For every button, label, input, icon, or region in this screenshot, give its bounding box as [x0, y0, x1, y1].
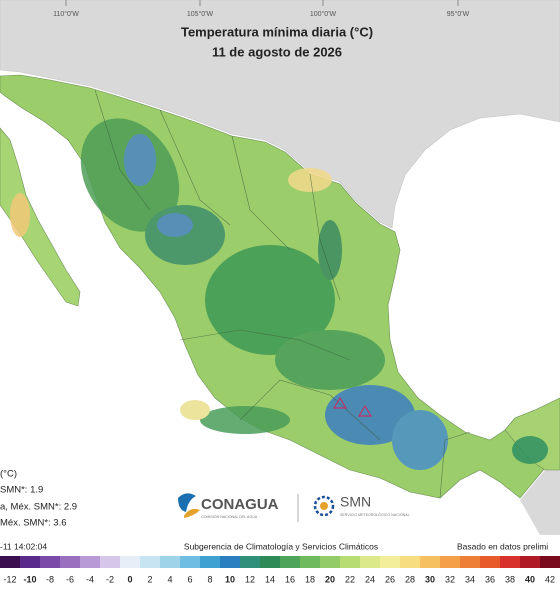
colorbar-label: 36 [485, 574, 495, 584]
footer-credit: Subgerencia de Climatología y Servicios … [184, 541, 378, 551]
colorbar-swatch [480, 556, 501, 568]
temperature-patterns [10, 118, 548, 470]
footer-band [0, 538, 560, 600]
colorbar-label: 26 [385, 574, 395, 584]
colorbar-swatch [140, 556, 161, 568]
colorbar-swatch [400, 556, 421, 568]
colorbar-label: -12 [3, 574, 16, 584]
colorbar-label: 28 [405, 574, 415, 584]
colorbar-swatch [300, 556, 321, 568]
colorbar-swatch [540, 556, 560, 568]
colorbar-swatch [360, 556, 381, 568]
colorbar-label: -8 [46, 574, 54, 584]
smn-subtitle: SERVICIO METEOROLÓGICO NACIONAL [340, 512, 410, 517]
smn-logo: SMN SERVICIO METEOROLÓGICO NACIONAL [313, 494, 410, 517]
colorbar-swatch [160, 556, 181, 568]
timestamp: -11 14:02:04 [0, 541, 47, 551]
central-america-land [520, 470, 560, 535]
colorbar-swatch [80, 556, 101, 568]
colorbar-swatch [100, 556, 121, 568]
map-subtitle: 11 de agosto de 2026 [212, 44, 342, 59]
colorbar-swatch [340, 556, 361, 568]
conagua-name: CONAGUA [201, 496, 279, 513]
volcano-markers [332, 396, 373, 417]
colorbar-label: 38 [505, 574, 515, 584]
colorbar-label: 12 [245, 574, 255, 584]
colorbar-swatch [440, 556, 461, 568]
colorbar-swatch [500, 556, 521, 568]
colorbar-swatch [220, 556, 241, 568]
colorbar-swatch [200, 556, 221, 568]
colorbar-swatch [60, 556, 81, 568]
us-land [0, 0, 560, 229]
smn-name: SMN [340, 494, 371, 510]
colorbar-label: 42 [545, 574, 555, 584]
colorbar-swatch [120, 556, 141, 568]
longitude-ticks [65, 0, 459, 6]
conagua-logo: CONAGUA COMISIÓN NACIONAL DEL AGUA [178, 493, 279, 519]
colorbar-swatch [260, 556, 281, 568]
colorbar-label: 30 [425, 574, 435, 584]
colorbar-label: 6 [187, 574, 192, 584]
colorbar-label: 40 [525, 574, 535, 584]
colorbar-label: 16 [285, 574, 295, 584]
colorbar-swatch [420, 556, 441, 568]
legend-note: Méx. SMN*: 3.6 [0, 518, 67, 529]
colorbar-swatch [20, 556, 41, 568]
longitude-label: 105°0'W [187, 10, 214, 18]
longitude-label: 110°0'W [53, 10, 79, 18]
longitude-label: 100°0'W [310, 10, 337, 18]
colorbar-swatch [320, 556, 341, 568]
colorbar-swatch [40, 556, 61, 568]
colorbar-swatch [280, 556, 301, 568]
conagua-subtitle: COMISIÓN NACIONAL DEL AGUA [201, 514, 258, 519]
colorbar-swatch [380, 556, 401, 568]
colorbar-label: -4 [86, 574, 94, 584]
colorbar-swatch [520, 556, 541, 568]
colorbar-label: 22 [345, 574, 355, 584]
colorbar-label: 24 [365, 574, 375, 584]
colorbar-swatch [0, 556, 21, 568]
longitude-label: 95°0'W [447, 10, 470, 18]
colorbar-label: 32 [445, 574, 455, 584]
legend-note: a, Méx. SMN*: 2.9 [0, 502, 77, 513]
colorbar-label: -2 [106, 574, 114, 584]
colorbar-swatch [460, 556, 481, 568]
legend-note: SMN*: 1.9 [0, 485, 43, 496]
colorbar-label: 0 [127, 574, 132, 584]
colorbar-label: 10 [225, 574, 235, 584]
colorbar-label: 2 [147, 574, 152, 584]
colorbar-label: 18 [305, 574, 315, 584]
colorbar-label: 8 [207, 574, 212, 584]
colorbar-label: 14 [265, 574, 275, 584]
colorbar-swatch [240, 556, 261, 568]
colorbar-label: -6 [66, 574, 74, 584]
colorbar-label: 4 [167, 574, 172, 584]
colorbar-label: 34 [465, 574, 475, 584]
footer-note: Basado en datos prelimi [457, 541, 548, 551]
legend-note: (°C) [0, 469, 17, 480]
colorbar-label: -10 [23, 574, 36, 584]
map-title: Temperatura mínima diaria (°C) [181, 24, 373, 39]
colorbar: -12 -10 -8 -6 -4 -2 0 2 4 6 8 10 12 14 16 18 20 22 24 26 28 3… [0, 556, 560, 584]
colorbar-label: 20 [325, 574, 335, 584]
state-borders [94, 89, 471, 499]
colorbar-swatch [180, 556, 201, 568]
